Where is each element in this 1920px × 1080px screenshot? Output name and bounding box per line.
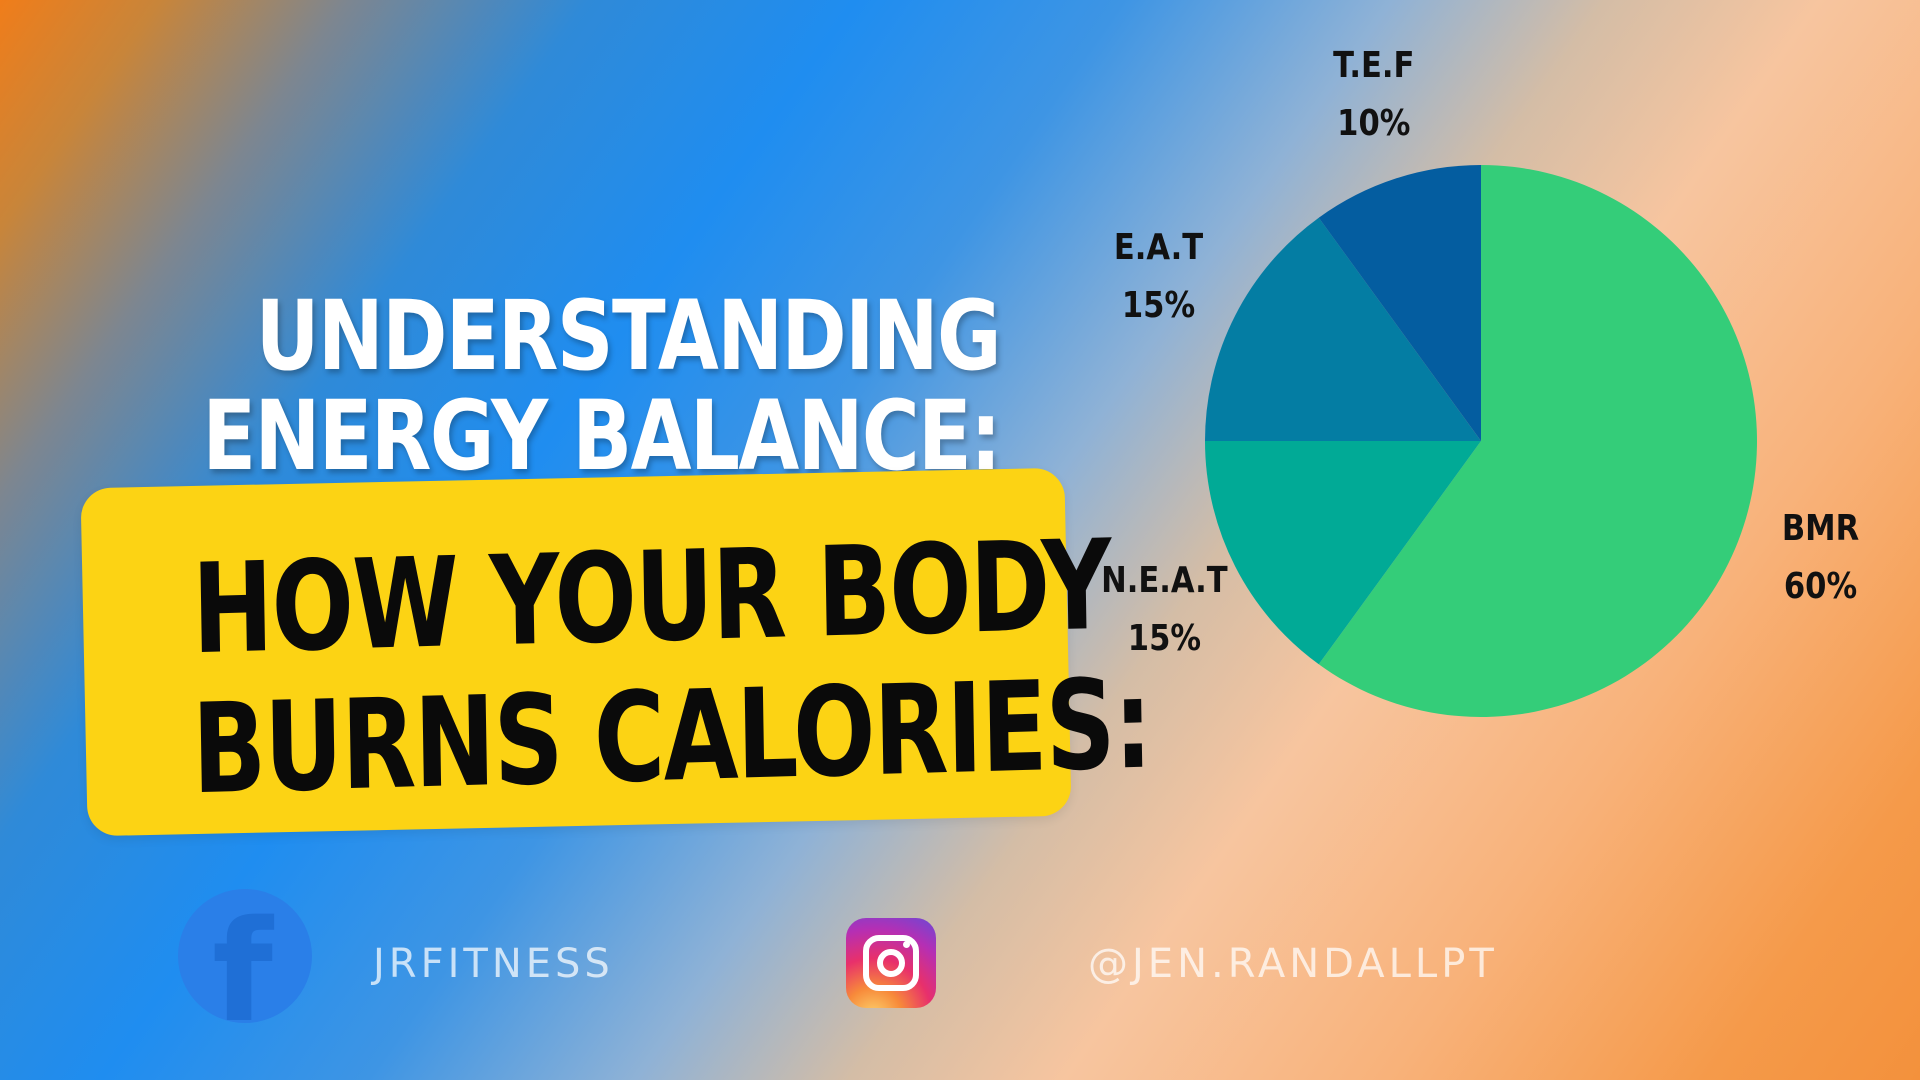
slice-label-eat-value: 15% (1121, 285, 1196, 326)
pie-slice-tef (1318, 165, 1481, 441)
slice-label-bmr: BMR 60% (1782, 511, 1859, 605)
instagram-icon-dot (903, 941, 910, 948)
pie-slice-neat (1205, 441, 1481, 665)
instagram-icon-frame (863, 935, 919, 991)
slice-label-neat-value: 15% (1127, 618, 1202, 659)
slice-label-neat-name: N.E.A.T (1101, 560, 1228, 601)
instagram-handle: @JEN.RANDALLPT (1088, 941, 1498, 987)
title-line-2: ENERGY BALANCE: (202, 380, 1001, 492)
pie-slice-bmr (1318, 165, 1757, 718)
pie-slice-eat (1205, 217, 1481, 441)
instagram-icon-lens (877, 949, 905, 977)
facebook-handle: JRFITNESS (373, 941, 614, 987)
slice-label-neat: N.E.A.T 15% (1101, 563, 1228, 657)
facebook-f-glyph: f (212, 891, 273, 1024)
instagram-icon[interactable] (846, 918, 936, 1008)
facebook-icon[interactable]: f (178, 889, 312, 1023)
slice-label-tef-value: 10% (1337, 103, 1411, 144)
slice-label-eat-name: E.A.T (1113, 227, 1204, 268)
slice-label-tef-name: T.E.F (1333, 45, 1415, 86)
title-line-1: UNDERSTANDING (255, 280, 1002, 392)
slice-label-tef: T.E.F 10% (1333, 48, 1414, 142)
slice-label-eat: E.A.T 15% (1114, 230, 1203, 324)
slice-label-bmr-value: 60% (1783, 566, 1858, 607)
slice-label-bmr-name: BMR (1781, 508, 1860, 549)
